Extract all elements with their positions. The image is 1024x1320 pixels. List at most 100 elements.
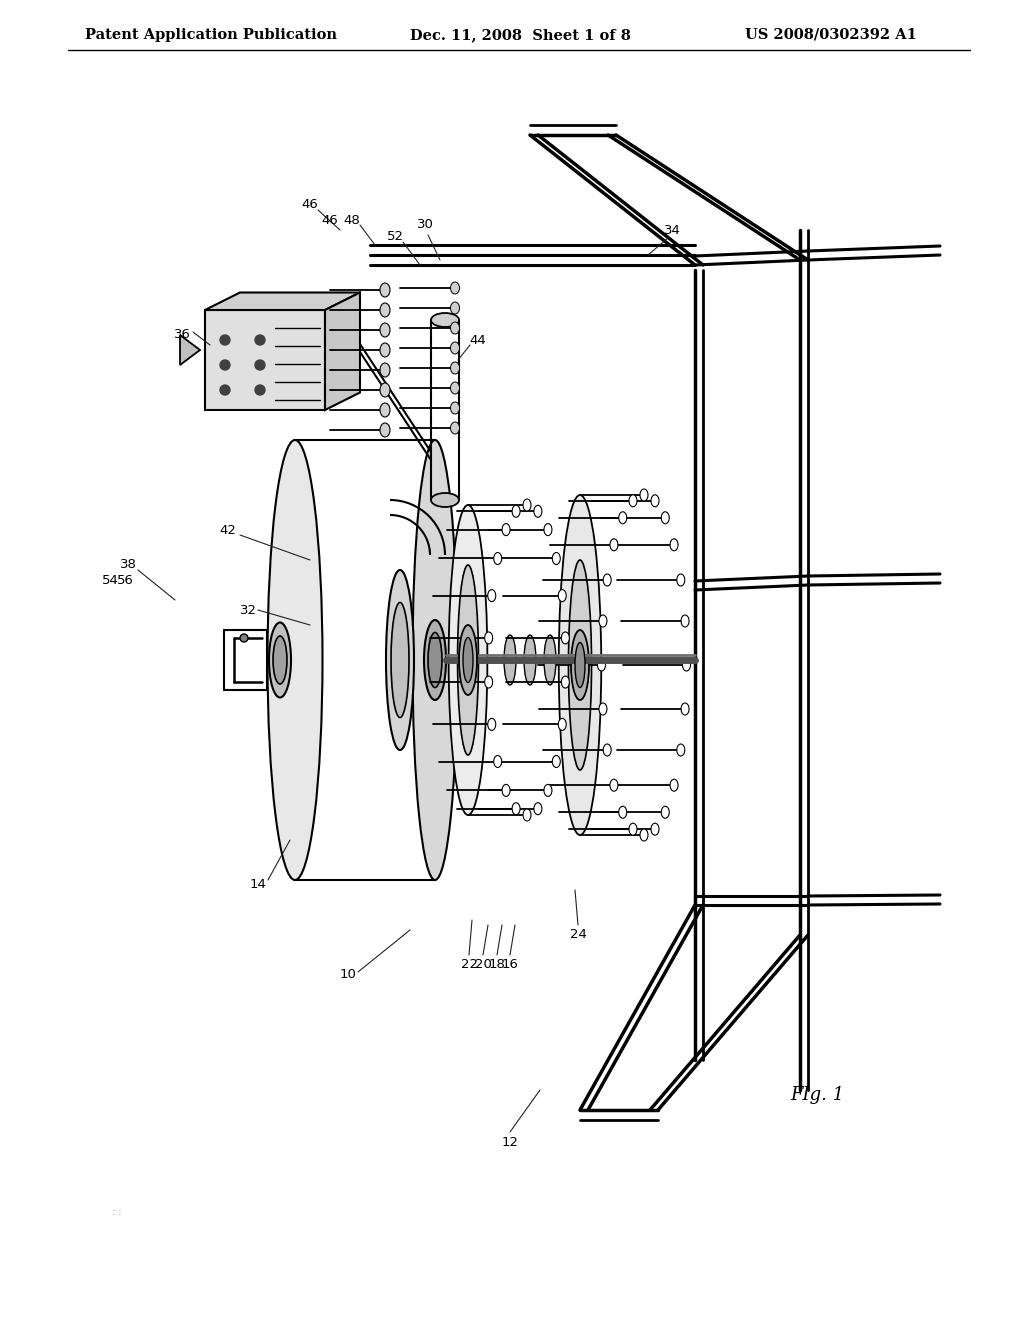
Ellipse shape: [558, 590, 566, 602]
Text: 36: 36: [173, 329, 190, 342]
Ellipse shape: [449, 506, 487, 814]
Ellipse shape: [502, 784, 510, 796]
Ellipse shape: [451, 403, 460, 414]
Polygon shape: [180, 335, 200, 366]
Ellipse shape: [552, 755, 560, 767]
Ellipse shape: [431, 313, 459, 327]
Text: Patent Application Publication: Patent Application Publication: [85, 28, 337, 42]
Ellipse shape: [651, 495, 659, 507]
Ellipse shape: [561, 632, 569, 644]
Ellipse shape: [677, 744, 685, 756]
Ellipse shape: [640, 488, 648, 502]
Text: 18: 18: [488, 958, 506, 972]
Circle shape: [255, 335, 265, 345]
Text: 56: 56: [117, 573, 133, 586]
Text: 30: 30: [417, 219, 433, 231]
Ellipse shape: [494, 553, 502, 565]
Ellipse shape: [484, 676, 493, 688]
Ellipse shape: [431, 492, 459, 507]
Text: Dec. 11, 2008  Sheet 1 of 8: Dec. 11, 2008 Sheet 1 of 8: [410, 28, 631, 42]
Text: 54: 54: [101, 573, 119, 586]
Text: 22: 22: [461, 958, 477, 972]
Ellipse shape: [451, 422, 460, 434]
Ellipse shape: [677, 574, 685, 586]
Ellipse shape: [428, 632, 442, 688]
Text: 46: 46: [322, 214, 338, 227]
Ellipse shape: [487, 590, 496, 602]
Text: 24: 24: [569, 928, 587, 941]
Ellipse shape: [424, 620, 446, 700]
Ellipse shape: [451, 362, 460, 374]
Ellipse shape: [544, 635, 556, 685]
Ellipse shape: [597, 659, 605, 671]
Text: 52: 52: [386, 231, 403, 243]
Ellipse shape: [512, 803, 520, 814]
Ellipse shape: [618, 807, 627, 818]
Ellipse shape: [273, 636, 287, 684]
Ellipse shape: [651, 824, 659, 836]
Circle shape: [220, 360, 230, 370]
Text: 12: 12: [502, 1135, 518, 1148]
Ellipse shape: [380, 282, 390, 297]
Text: 32: 32: [240, 603, 256, 616]
Ellipse shape: [670, 539, 678, 550]
Ellipse shape: [629, 495, 637, 507]
Ellipse shape: [558, 718, 566, 730]
Text: 48: 48: [344, 214, 360, 227]
Ellipse shape: [552, 553, 560, 565]
Ellipse shape: [380, 422, 390, 437]
Text: 20: 20: [474, 958, 492, 972]
Ellipse shape: [512, 506, 520, 517]
Ellipse shape: [380, 323, 390, 337]
Ellipse shape: [504, 635, 516, 685]
Ellipse shape: [662, 512, 670, 524]
Ellipse shape: [618, 512, 627, 524]
Ellipse shape: [670, 779, 678, 791]
Ellipse shape: [575, 643, 585, 688]
Ellipse shape: [494, 755, 502, 767]
Ellipse shape: [610, 539, 617, 550]
Ellipse shape: [683, 659, 690, 671]
Polygon shape: [205, 310, 325, 411]
Text: 46: 46: [302, 198, 318, 211]
Ellipse shape: [534, 506, 542, 517]
Text: US 2008/0302392 A1: US 2008/0302392 A1: [745, 28, 916, 42]
Ellipse shape: [484, 632, 493, 644]
Ellipse shape: [681, 704, 689, 715]
Text: 38: 38: [120, 558, 136, 572]
Ellipse shape: [523, 499, 531, 511]
Ellipse shape: [386, 570, 414, 750]
Ellipse shape: [640, 829, 648, 841]
Ellipse shape: [459, 624, 477, 696]
Ellipse shape: [380, 383, 390, 397]
Circle shape: [255, 360, 265, 370]
Text: 42: 42: [219, 524, 237, 536]
Ellipse shape: [534, 803, 542, 814]
Text: 16: 16: [502, 958, 518, 972]
Ellipse shape: [463, 638, 473, 682]
Ellipse shape: [451, 282, 460, 294]
Ellipse shape: [524, 635, 536, 685]
Ellipse shape: [380, 403, 390, 417]
Ellipse shape: [458, 565, 478, 755]
Ellipse shape: [561, 676, 569, 688]
Ellipse shape: [240, 634, 248, 642]
Ellipse shape: [502, 524, 510, 536]
Ellipse shape: [603, 744, 611, 756]
Ellipse shape: [599, 615, 607, 627]
Ellipse shape: [451, 322, 460, 334]
Ellipse shape: [544, 784, 552, 796]
Text: 14: 14: [250, 879, 266, 891]
Polygon shape: [325, 293, 360, 411]
Ellipse shape: [603, 574, 611, 586]
Ellipse shape: [487, 718, 496, 730]
Text: 34: 34: [664, 223, 680, 236]
Text: 10: 10: [340, 969, 356, 982]
Ellipse shape: [568, 560, 592, 770]
Ellipse shape: [629, 824, 637, 836]
Ellipse shape: [681, 615, 689, 627]
Ellipse shape: [267, 440, 323, 880]
Ellipse shape: [610, 779, 617, 791]
Ellipse shape: [380, 304, 390, 317]
Ellipse shape: [380, 343, 390, 356]
